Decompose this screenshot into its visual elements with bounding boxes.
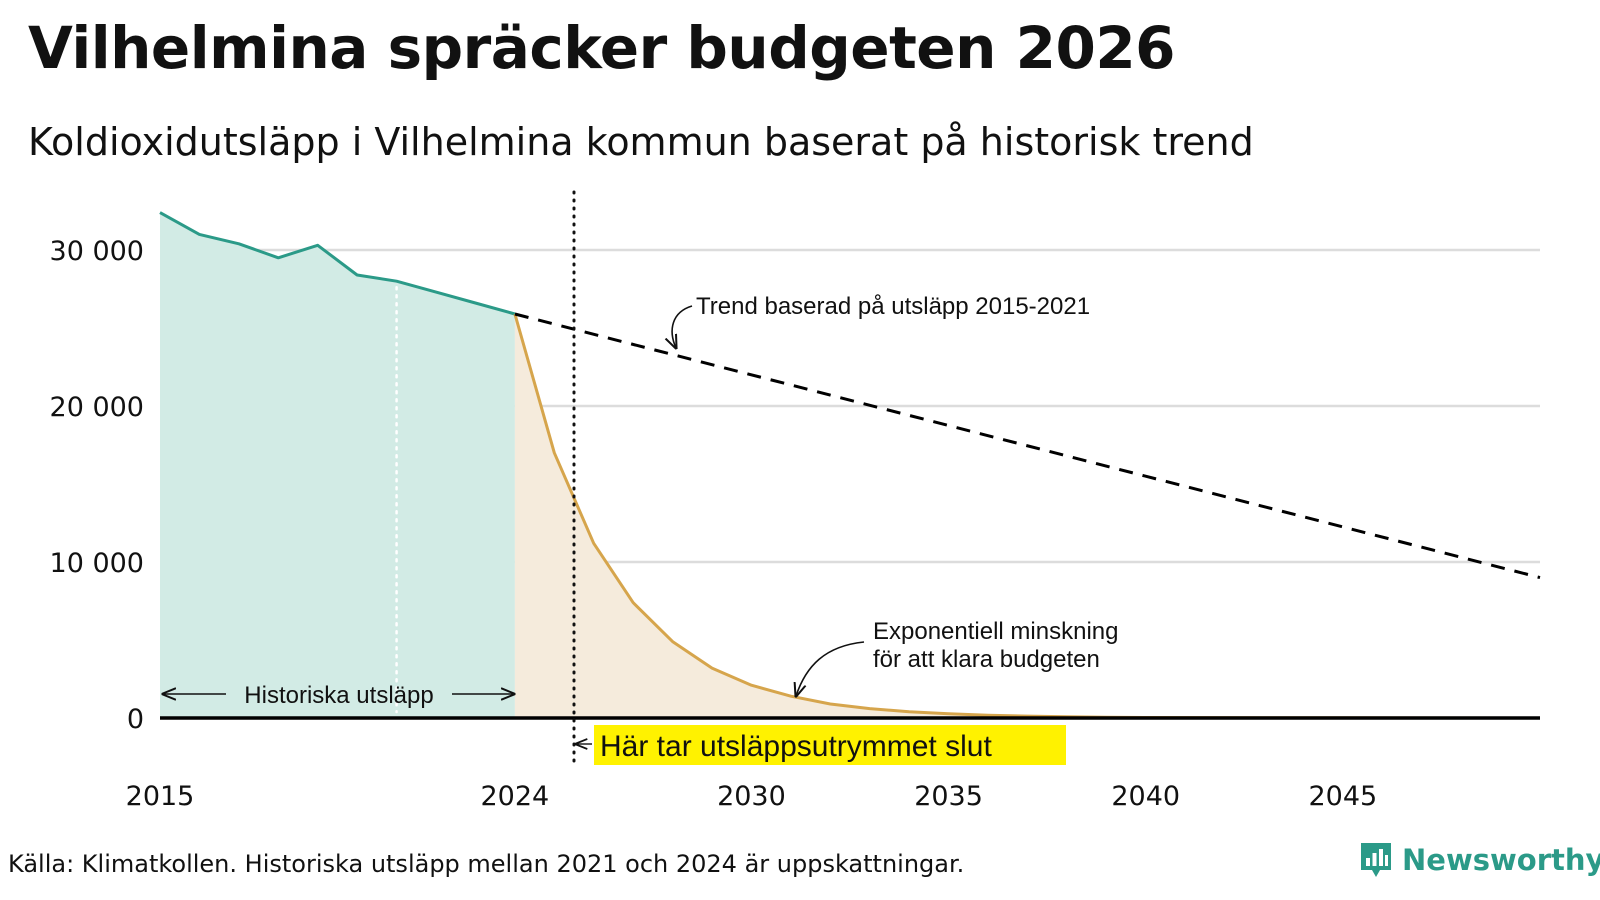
budget-end-highlight: [594, 725, 1066, 765]
budget-end-label: Här tar utsläppsutrymmet slut: [600, 730, 992, 763]
exp-annotation-arrow: [796, 641, 865, 696]
series-line-0: [159, 211, 516, 316]
trend-annotation-arrow: [672, 305, 693, 348]
exp-annotation-line2: för att klara budgeten: [873, 646, 1100, 673]
historic-label: Historiska utsläpp: [244, 682, 433, 709]
x-tick-label: 2035: [914, 781, 983, 812]
exp-annotation-line1: Exponentiell minskning: [873, 618, 1118, 645]
x-tick-label: 2024: [480, 781, 549, 812]
y-tick-label: 0: [127, 704, 144, 735]
newsworthy-logo-icon: [1361, 843, 1391, 877]
x-tick-label: 2040: [1111, 781, 1180, 812]
series-area-1: [514, 314, 1540, 718]
brand[interactable]: Newsworthy: [1358, 840, 1600, 880]
chart-subtitle: Koldioxidutsläpp i Vilhelmina kommun bas…: [28, 120, 1254, 164]
y-tick-label: 20 000: [50, 392, 144, 423]
trend-annotation-label: Trend baserad på utsläpp 2015-2021: [696, 293, 1090, 320]
x-tick-label: 2015: [126, 781, 195, 812]
series-area-0: [160, 212, 515, 718]
trend-line: [514, 312, 1541, 580]
y-tick-label: 30 000: [50, 236, 144, 267]
brand-name: Newsworthy: [1402, 843, 1600, 877]
x-tick-label: 2045: [1308, 781, 1377, 812]
y-tick-label: 10 000: [50, 548, 144, 579]
chart-title: Vilhelmina spräcker budgeten 2026: [28, 14, 1176, 82]
chart: 0 10 000 20 000 30 000 2015 2024 2030 2035 2040 2…: [50, 190, 1541, 812]
x-tick-label: 2030: [717, 781, 786, 812]
source-note: Källa: Klimatkollen. Historiska utsläpp …: [8, 850, 965, 878]
